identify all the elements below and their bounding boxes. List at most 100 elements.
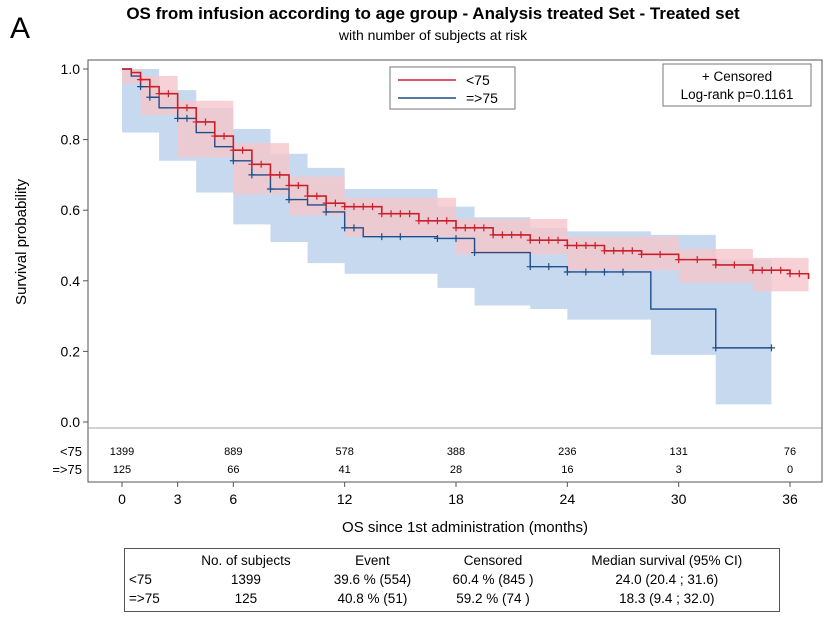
x-tick-label: 18 (448, 491, 464, 507)
censor-mark-ge75 (174, 114, 182, 122)
summary-header-cell: Event (355, 553, 390, 568)
censor-mark-ge75 (341, 224, 349, 232)
censor-mark-lt75 (656, 250, 664, 258)
censor-mark-ge75 (452, 234, 460, 242)
censor-mark-ge75 (433, 234, 441, 242)
x-tick-label: 12 (337, 491, 353, 507)
censor-mark-ge75 (266, 185, 274, 193)
at-risk-value: 16 (561, 464, 573, 476)
summary-header-cell: Censored (463, 553, 523, 568)
censor-mark-lt75 (600, 247, 608, 255)
censor-mark-ge75 (767, 344, 775, 352)
censor-mark-lt75 (211, 132, 219, 140)
censor-mark-lt75 (582, 242, 590, 249)
censor-mark-lt75 (406, 210, 414, 218)
censor-mark-lt75 (202, 118, 209, 126)
censor-mark-ge75 (378, 233, 386, 241)
censor-mark-ge75 (600, 268, 608, 276)
at-risk-value: 131 (669, 446, 687, 458)
at-risk-value: 578 (335, 446, 353, 458)
censor-mark-lt75 (758, 266, 766, 274)
at-risk-value: 1399 (110, 446, 134, 458)
censor-mark-ge75 (563, 268, 571, 276)
x-axis-label: OS since 1st administration (months) (342, 519, 588, 536)
censor-mark-lt75 (489, 231, 497, 239)
censor-mark-lt75 (239, 146, 247, 154)
censor-mark-lt75 (777, 266, 785, 274)
censor-mark-lt75 (276, 171, 284, 179)
summary-header-cell (125, 551, 178, 570)
censor-mark-ge75 (619, 268, 627, 276)
censor-mark-lt75 (554, 236, 562, 244)
y-axis-label: Survival probability (13, 179, 30, 305)
at-risk-value: 889 (224, 446, 242, 458)
censor-mark-lt75 (341, 203, 349, 211)
at-risk-label: <75 (60, 444, 82, 459)
censor-mark-ge75 (285, 196, 293, 204)
censor-mark-lt75 (229, 146, 237, 154)
censor-mark-lt75 (517, 231, 525, 239)
censor-mark-lt75 (675, 256, 683, 264)
censor-mark-lt75 (155, 90, 163, 98)
y-tick-label: 1.0 (61, 61, 81, 77)
censor-mark-lt75 (248, 160, 256, 168)
summary-cell: 125 (234, 591, 258, 606)
censor-mark-lt75 (638, 250, 646, 258)
censor-mark-ge75 (350, 224, 358, 232)
summary-cell: 60.4 % (845 ) (452, 572, 534, 587)
summary-cell: 24.0 (20.4 ; 31.6) (615, 572, 719, 587)
censor-mark-lt75 (786, 270, 794, 278)
censor-mark-ge75 (183, 114, 191, 122)
censor-mark-lt75 (749, 266, 757, 274)
censor-mark-lt75 (387, 210, 395, 218)
summary-header-cell: No. of subjects (201, 553, 291, 568)
y-tick-label: 0.8 (61, 132, 81, 148)
censor-mark-lt75 (508, 231, 516, 239)
x-tick-label: 30 (671, 491, 687, 507)
censor-mark-lt75 (461, 224, 469, 232)
censor-mark-lt75 (526, 236, 534, 244)
y-tick-label: 0.6 (61, 202, 81, 218)
censor-mark-lt75 (471, 224, 479, 232)
censor-mark-lt75 (712, 261, 720, 269)
summary-row: =>75 125 40.8 % (51) 59.2 % (74 ) 18.3 (… (125, 589, 779, 608)
summary-cell: 39.6 % (554) (333, 572, 412, 587)
x-tick-label: 0 (118, 491, 126, 507)
censor-mark-ge75 (322, 208, 330, 216)
censor-mark-lt75 (767, 266, 775, 274)
summary-cell: <75 (129, 572, 152, 587)
censor-mark-lt75 (591, 242, 599, 249)
summary-cell: 1399 (230, 572, 261, 587)
annotation-censored: + Censored (702, 69, 772, 84)
censor-mark-lt75 (795, 270, 803, 278)
censor-mark-lt75 (183, 104, 191, 112)
panel-label: A (10, 12, 31, 45)
censor-mark-lt75 (536, 236, 543, 244)
censor-mark-lt75 (322, 199, 330, 207)
censor-mark-lt75 (480, 224, 488, 232)
censor-mark-ge75 (229, 157, 237, 165)
censor-mark-ge75 (545, 263, 553, 271)
censor-mark-ge75 (471, 249, 479, 257)
y-tick-label: 0.2 (61, 343, 81, 359)
censor-mark-lt75 (350, 203, 358, 211)
ci-band-lt75 (122, 69, 809, 292)
at-risk-value: 76 (784, 446, 796, 458)
censor-mark-lt75 (415, 217, 423, 225)
x-tick-label: 36 (782, 491, 798, 507)
censor-mark-lt75 (359, 203, 367, 211)
annotation-logrank: Log-rank p=0.1161 (681, 87, 794, 102)
legend-box (389, 66, 516, 110)
summary-cell: =>75 (129, 591, 160, 606)
censor-mark-lt75 (192, 118, 200, 126)
x-tick-label: 3 (174, 491, 182, 507)
at-risk-value: 28 (450, 464, 462, 476)
censor-mark-ge75 (248, 171, 256, 179)
censor-mark-lt75 (610, 247, 618, 255)
censor-mark-lt75 (443, 217, 451, 225)
summary-header-cell: Median survival (95% CI) (591, 553, 743, 568)
censor-mark-lt75 (730, 261, 738, 269)
censor-mark-lt75 (285, 181, 293, 189)
censor-mark-lt75 (433, 217, 441, 225)
